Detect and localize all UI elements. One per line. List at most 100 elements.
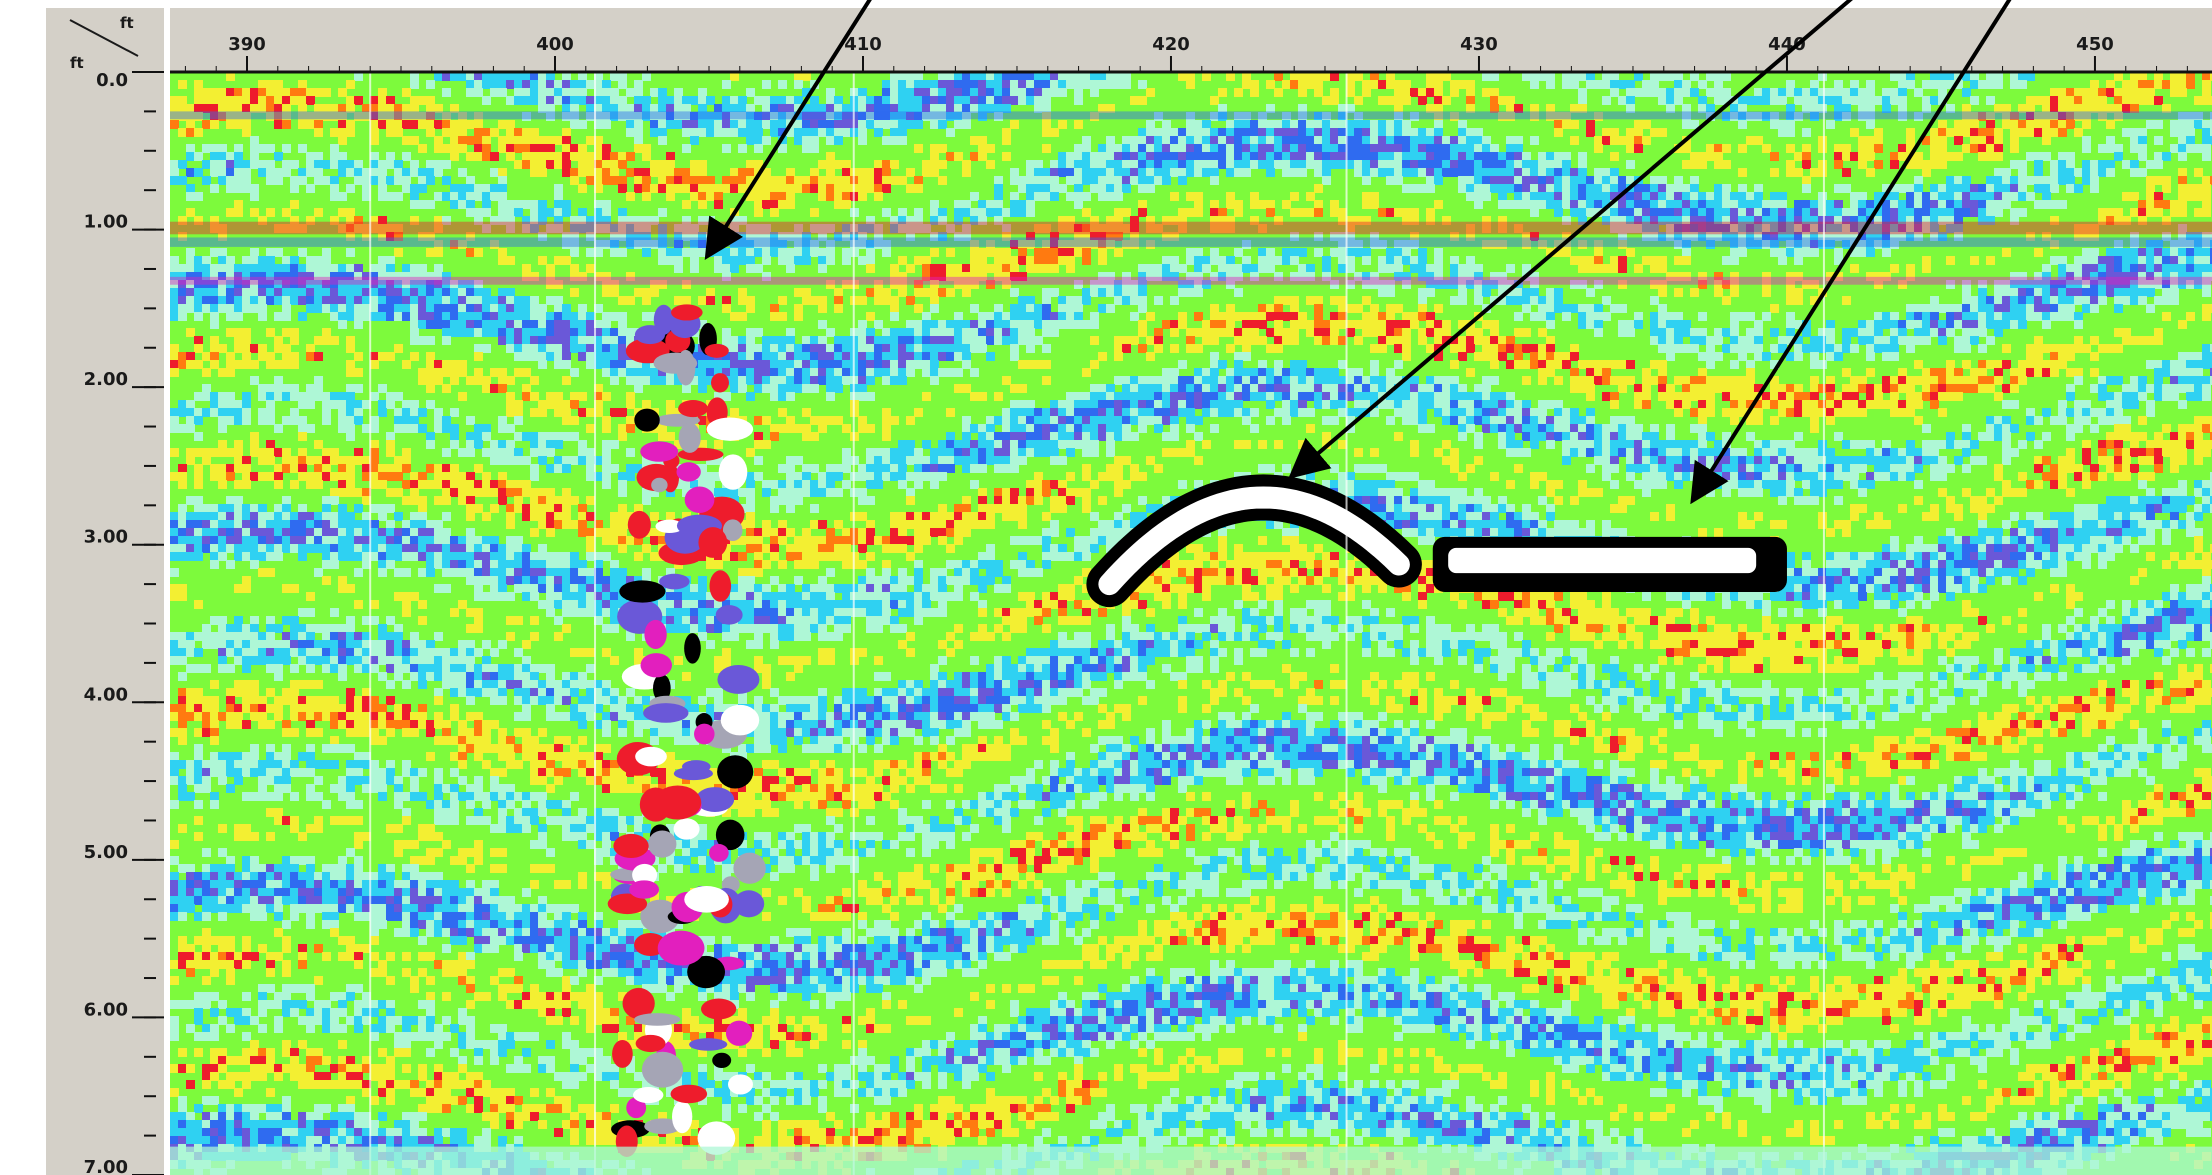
heatmap-cell <box>1282 256 1291 265</box>
heatmap-cell <box>2114 208 2123 217</box>
heatmap-cell <box>1570 136 1579 145</box>
heatmap-cell <box>1738 352 1747 361</box>
heatmap-cell <box>474 120 483 129</box>
heatmap-cell <box>1202 144 1211 153</box>
heatmap-cell <box>538 160 547 169</box>
heatmap-cell <box>826 128 835 137</box>
heatmap-cell <box>826 328 835 337</box>
heatmap-cell <box>762 80 771 89</box>
heatmap-cell <box>1666 184 1675 193</box>
heatmap-cell <box>194 96 203 105</box>
heatmap-cell <box>338 168 347 177</box>
heatmap-cell <box>658 88 667 97</box>
heatmap-cell <box>610 344 619 353</box>
heatmap-cell <box>530 136 539 145</box>
heatmap-cell <box>866 352 875 361</box>
heatmap-cell <box>634 136 643 145</box>
heatmap-cell <box>898 344 907 353</box>
heatmap-cell <box>1474 128 1483 137</box>
heatmap-cell <box>898 120 907 129</box>
heatmap-cell <box>634 168 643 177</box>
heatmap-cell <box>1026 88 1035 97</box>
heatmap-cell <box>562 168 571 177</box>
heatmap-cell <box>1018 312 1027 321</box>
heatmap-cell <box>682 120 691 129</box>
heatmap-cell <box>1626 248 1635 257</box>
heatmap-cell <box>1866 248 1875 257</box>
heatmap-cell <box>2178 168 2187 177</box>
heatmap-cell <box>346 184 355 193</box>
heatmap-cell <box>2066 120 2075 129</box>
heatmap-cell <box>1738 168 1747 177</box>
heatmap-cell <box>1642 80 1651 89</box>
heatmap-cell <box>858 192 867 201</box>
heatmap-cell <box>1298 152 1307 161</box>
heatmap-cell <box>1930 208 1939 217</box>
heatmap-cell <box>1330 160 1339 169</box>
heatmap-cell <box>1706 336 1715 345</box>
heatmap-cell <box>1362 80 1371 89</box>
heatmap-cell <box>1018 248 1027 257</box>
heatmap-cell <box>882 120 891 129</box>
heatmap-cell <box>962 360 971 369</box>
heatmap-cell <box>2170 264 2179 273</box>
heatmap-cell <box>746 344 755 353</box>
heatmap-cell <box>1778 200 1787 209</box>
heatmap-cell <box>1234 168 1243 177</box>
heatmap-cell <box>730 312 739 321</box>
heatmap-cell <box>1642 136 1651 145</box>
heatmap-cell <box>2178 248 2187 257</box>
heatmap-cell <box>1394 320 1403 329</box>
heatmap-cell <box>578 184 587 193</box>
heatmap-cell <box>1522 192 1531 201</box>
heatmap-cell <box>1250 120 1259 129</box>
heatmap-cell <box>1930 200 1939 209</box>
heatmap-cell <box>2106 288 2115 297</box>
heatmap-cell <box>1458 184 1467 193</box>
heatmap-cell <box>1858 88 1867 97</box>
heatmap-cell <box>1818 344 1827 353</box>
heatmap-cell <box>506 328 515 337</box>
heatmap-cell <box>466 312 475 321</box>
heatmap-cell <box>1458 152 1467 161</box>
heatmap-cell <box>866 184 875 193</box>
heatmap-cell <box>290 360 299 369</box>
heatmap-cell <box>1138 344 1147 353</box>
heatmap-cell <box>922 344 931 353</box>
heatmap-cell <box>1554 168 1563 177</box>
heatmap-cell <box>530 96 539 105</box>
heatmap-cell <box>1730 328 1739 337</box>
heatmap-cell <box>1834 88 1843 97</box>
heatmap-cell <box>458 312 467 321</box>
heatmap-cell <box>882 160 891 169</box>
heatmap-cell <box>1234 328 1243 337</box>
heatmap-cell <box>1138 320 1147 329</box>
heatmap-cell <box>698 128 707 137</box>
heatmap-cell <box>2002 296 2011 305</box>
heatmap-cell <box>554 352 563 361</box>
heatmap-cell <box>1050 288 1059 297</box>
heatmap-cell <box>1266 256 1275 265</box>
heatmap-cell <box>1074 176 1083 185</box>
heatmap-cell <box>434 192 443 201</box>
heatmap-cell <box>1330 320 1339 329</box>
heatmap-cell <box>1210 200 1219 209</box>
heatmap-cell <box>834 360 843 369</box>
heatmap-cell <box>1226 192 1235 201</box>
heatmap-cell <box>274 96 283 105</box>
heatmap-cell <box>1738 192 1747 201</box>
heatmap-cell <box>866 288 875 297</box>
heatmap-cell <box>2034 288 2043 297</box>
heatmap-cell <box>394 120 403 129</box>
heatmap-cell <box>2050 304 2059 313</box>
heatmap-cell <box>1202 120 1211 129</box>
heatmap-cell <box>498 80 507 89</box>
heatmap-cell <box>290 160 299 169</box>
heatmap-cell <box>858 320 867 329</box>
heatmap-cell <box>1410 264 1419 273</box>
heatmap-cell <box>2098 96 2107 105</box>
heatmap-cell <box>770 344 779 353</box>
heatmap-cell <box>1762 312 1771 321</box>
heatmap-cell <box>786 248 795 257</box>
heatmap-cell <box>394 176 403 185</box>
